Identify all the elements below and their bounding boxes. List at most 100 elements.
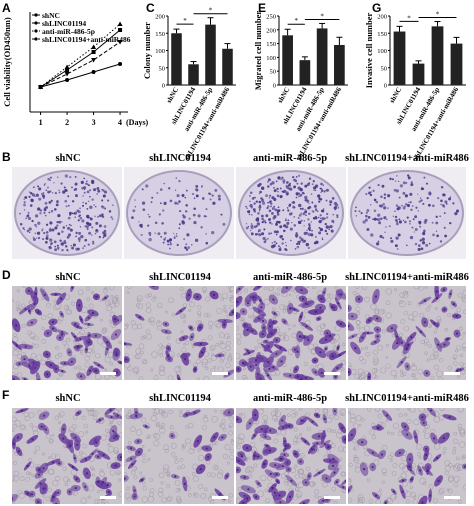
legend-entry: shNC (42, 11, 60, 20)
legend-marker (34, 21, 38, 25)
bar (431, 26, 444, 86)
invasion-field-image (348, 408, 466, 504)
row-d-label-1: shNC (55, 272, 81, 283)
legend-marker (34, 37, 38, 41)
data-point (65, 68, 70, 72)
colony-plate-image (236, 167, 346, 259)
bar (188, 64, 199, 85)
data-point (38, 85, 44, 90)
y-axis-label: Invasive cell number (364, 13, 374, 89)
data-point (91, 58, 97, 63)
row-b-label-2: shLINC01194 (149, 153, 211, 164)
y-tick-label: 50 (270, 69, 277, 76)
y-axis-label: Migrated cell number (253, 11, 263, 91)
row-b-label-1: shNC (55, 153, 81, 164)
panel-letter-g: G (372, 1, 382, 15)
bar (450, 43, 463, 85)
legend-marker (34, 29, 38, 33)
data-point (91, 70, 96, 74)
scale-bar (324, 372, 340, 375)
row-f-label-2: shLINC01194 (149, 393, 211, 404)
bar (222, 48, 233, 85)
data-point (65, 78, 70, 82)
data-point (118, 28, 123, 32)
row-b-label-4: shLINC01194+anti-miR486 (345, 153, 469, 164)
significance-mark: * (436, 11, 440, 19)
invasion-field-image (12, 408, 122, 504)
bar (282, 35, 293, 85)
y-tick-label: 0 (384, 83, 387, 90)
scale-bar (212, 372, 228, 375)
series-line (40, 23, 121, 88)
x-tick-label: 4 (118, 118, 122, 127)
migration-field-image (236, 286, 346, 380)
series-line (40, 29, 121, 88)
data-point (64, 72, 70, 77)
colony-plate-image (124, 167, 234, 259)
invasion-field-image (236, 408, 346, 504)
bar (412, 63, 425, 85)
y-tick-label: 200 (377, 14, 387, 21)
x-tick-label: shNC (276, 86, 291, 104)
bar (316, 28, 328, 86)
panel-letter-a: A (2, 1, 11, 15)
x-tick-label: 1 (39, 118, 43, 127)
panel-letter-b: B (2, 150, 11, 164)
panel-letter-e: E (258, 1, 267, 15)
data-point (64, 64, 70, 69)
scale-bar (444, 372, 460, 375)
significance-mark: * (320, 12, 324, 20)
row-f-label-4: shLINC01194+anti-miR486 (345, 393, 469, 404)
colony-plate-image (12, 167, 122, 259)
legend-entry: anti-miR-486-5p (42, 27, 95, 36)
y-tick-label: 50 (159, 65, 166, 72)
y-axis-label: Colony number (142, 22, 152, 79)
y-tick-label: 100 (266, 55, 276, 62)
x-tick-label: 2 (65, 118, 69, 127)
x-tick-label: shNC (165, 86, 180, 104)
significance-mark: * (209, 7, 213, 15)
panel-letter-d: D (2, 268, 11, 282)
bar (393, 31, 406, 85)
legend-marker (34, 13, 38, 17)
legend-entry: shLINC01194+anti-miR486 (42, 35, 131, 44)
row-f-label-3: anti-miR-486-5p (252, 393, 328, 404)
data-point (117, 21, 123, 26)
scale-bar (100, 496, 116, 499)
significance-mark: * (183, 17, 187, 25)
y-tick-label: 150 (377, 31, 387, 38)
data-point (117, 40, 123, 45)
significance-mark: * (407, 14, 411, 22)
x-tick-label: 3 (92, 118, 96, 127)
series-line (40, 41, 121, 88)
x-tick-label: shNC (388, 86, 403, 104)
bar (299, 60, 311, 85)
data-point (91, 44, 97, 49)
row-d-label-3: anti-miR-486-5p (252, 272, 328, 283)
row-b-label-3: anti-miR-486-5p (252, 153, 328, 164)
bar (171, 33, 182, 85)
data-point (118, 62, 123, 66)
panel-letter-c: C (146, 1, 155, 15)
invasion-field-image (124, 408, 234, 504)
bar (205, 24, 216, 85)
significance-mark: * (295, 17, 299, 25)
data-point (91, 50, 96, 54)
y-tick-label: 100 (377, 48, 387, 55)
migration-field-image (348, 286, 466, 380)
migration-field-image (124, 286, 234, 380)
charts-area: 1 2 3 4 (Days)Cell viability(OD450nm)shNCshL… (2, 7, 466, 160)
migration-field-image (12, 286, 122, 380)
series-line (40, 63, 121, 88)
scale-bar (324, 496, 340, 499)
scale-bar (444, 496, 460, 499)
row-d-label-4: shLINC01194+anti-miR486 (345, 272, 469, 283)
row-d-label-2: shLINC01194 (149, 272, 211, 283)
x-axis-label: (Days) (126, 118, 149, 127)
y-tick-label: 250 (266, 14, 276, 21)
y-tick-label: 0 (162, 83, 165, 90)
row-f-label-1: shNC (55, 393, 81, 404)
y-tick-label: 100 (155, 48, 165, 55)
y-tick-label: 150 (266, 41, 276, 48)
scale-bar (100, 372, 116, 375)
